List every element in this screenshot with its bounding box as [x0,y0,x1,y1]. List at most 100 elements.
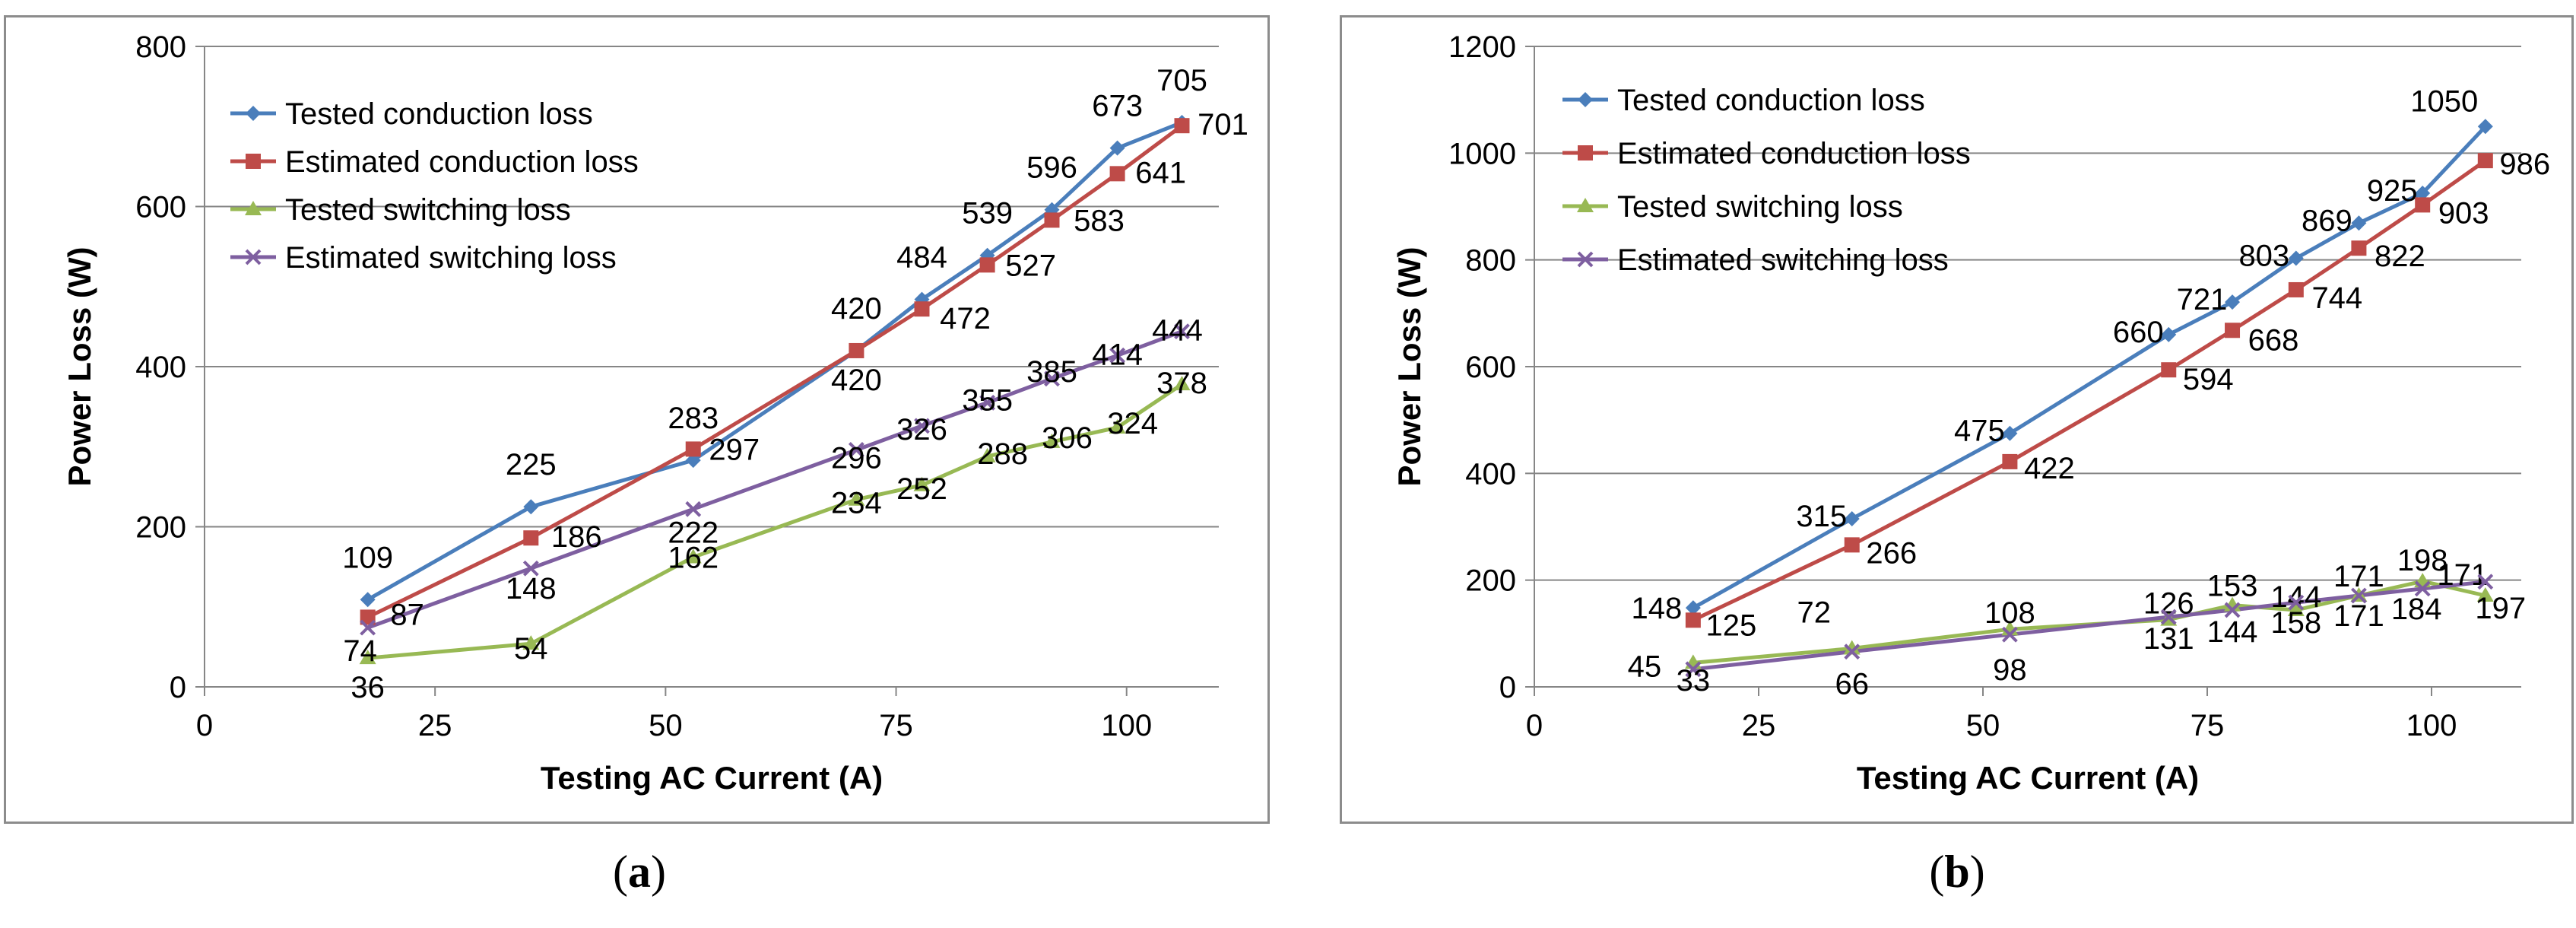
chart-b-gridlines [1534,46,2521,581]
series-tested-conduction-points: 148 315 475 660 721 803 869 925 1050 [1631,84,2493,625]
data-label: 197 [2475,592,2526,625]
x-tick-label: 50 [1966,709,2000,742]
data-label: 225 [506,448,557,481]
data-point-diamond [2161,326,2177,342]
data-point-square [979,257,995,273]
data-label: 234 [831,487,882,520]
data-label: 222 [668,516,719,549]
data-label: 184 [2391,593,2442,626]
x-tick-label: 75 [879,709,913,742]
data-point-square [2225,323,2241,338]
data-point-x [1109,347,1126,364]
data-point-triangle [848,491,865,506]
y-tick-label: 0 [1499,671,1516,704]
data-label: 171 [2333,599,2384,633]
data-point-square [2477,153,2493,169]
x-tick-label: 25 [1742,709,1776,742]
x-tick-label: 0 [1526,709,1543,742]
legend-label: Tested conduction loss [1617,84,1925,117]
data-label: 414 [1092,338,1143,371]
data-label: 306 [1042,421,1093,455]
y-tick-label: 400 [1465,457,1516,491]
data-point-square [2351,240,2367,256]
chart-a-svg: 0 200 400 600 800 0 25 50 75 100 Testing AC Curren… [62,30,1248,796]
data-label: 148 [506,572,557,605]
data-point-triangle [1843,640,1861,655]
data-label: 131 [2143,622,2194,656]
data-label: 986 [2499,148,2550,181]
y-tick-label: 0 [170,671,186,704]
data-label: 186 [551,520,602,554]
legend-label: Estimated conduction loss [285,145,639,179]
data-label: 109 [342,541,393,574]
data-label: 596 [1026,151,1077,185]
legend-label: Estimated conduction loss [1617,137,1971,170]
data-label: 283 [668,402,719,435]
x-tick-label: 0 [196,709,213,742]
data-point-triangle [2287,601,2305,616]
series-estimated-switching-points: 74 148 222 296 326 355 385 414 444 [343,314,1202,668]
data-label: 527 [1005,249,1056,282]
x-tick-label: 50 [649,709,683,742]
data-label: 72 [1797,596,1831,629]
data-label: 475 [1954,415,2005,448]
data-label: 324 [1107,407,1158,440]
data-label: 144 [2207,615,2258,649]
y-tick-label: 800 [1465,244,1516,278]
data-label: 153 [2207,570,2258,603]
series-tested-switching-points: 36 54 162 234 252 288 306 324 378 [351,367,1207,704]
data-point-diamond [523,499,539,515]
chart-b-svg: 0 200 400 600 800 1000 1200 0 25 50 75 100 Testing A… [1391,30,2550,796]
data-point-triangle [979,447,996,462]
data-label: 803 [2238,240,2289,273]
data-label: 378 [1156,367,1207,400]
data-label: 98 [1993,653,2027,687]
legend-label: Tested switching loss [285,193,571,227]
data-point-triangle [1173,376,1191,391]
data-point-x [2160,609,2177,625]
series-line-estimated-conduction [1691,158,2488,622]
data-point-triangle [522,635,540,650]
data-label: 288 [977,437,1028,471]
data-point-triangle [1043,433,1061,448]
data-label: 869 [2302,204,2352,237]
data-label: 252 [896,472,947,506]
data-point-square [1174,118,1190,134]
caption-a-letter: a [628,847,651,897]
data-label: 660 [2113,316,2164,349]
data-point-x [2477,574,2494,590]
data-label: 54 [514,632,548,666]
data-label: 925 [2367,174,2418,208]
chart-a-frame: 0 200 400 600 800 0 25 50 75 100 Testing AC Curren… [4,15,1270,824]
y-tick-label: 400 [135,351,186,384]
data-point-square [685,441,701,457]
legend-marker-diamond [1578,92,1593,107]
data-label: 1050 [2410,84,2478,118]
data-label: 158 [2270,606,2321,640]
x-tick-label: 25 [418,709,452,742]
legend-marker-x [1577,251,1594,268]
data-label: 641 [1135,156,1186,189]
y-tick-label: 1200 [1448,30,1516,64]
data-point-triangle [1109,418,1126,434]
data-point-triangle [359,650,376,665]
x-tick-label: 75 [2191,709,2225,742]
data-point-x [914,418,930,434]
data-label: 385 [1026,355,1077,389]
data-point-x [522,560,539,577]
data-label: 705 [1156,64,1207,97]
x-tick-label: 100 [2406,709,2457,742]
data-point-x [2001,626,2018,643]
data-point-x [1174,323,1190,340]
y-tick-label: 800 [135,30,186,64]
data-point-diamond [360,592,376,608]
data-point-x [848,442,864,458]
data-label: 420 [831,364,882,397]
data-label: 484 [896,241,947,275]
data-point-x [2288,594,2305,611]
legend-marker-x [245,249,262,265]
series-estimated-conduction-points: 87 186 297 420 472 527 583 641 701 [360,108,1248,631]
data-point-diamond [2477,119,2493,135]
data-label: 87 [390,598,424,631]
data-point-x [1685,661,1702,678]
